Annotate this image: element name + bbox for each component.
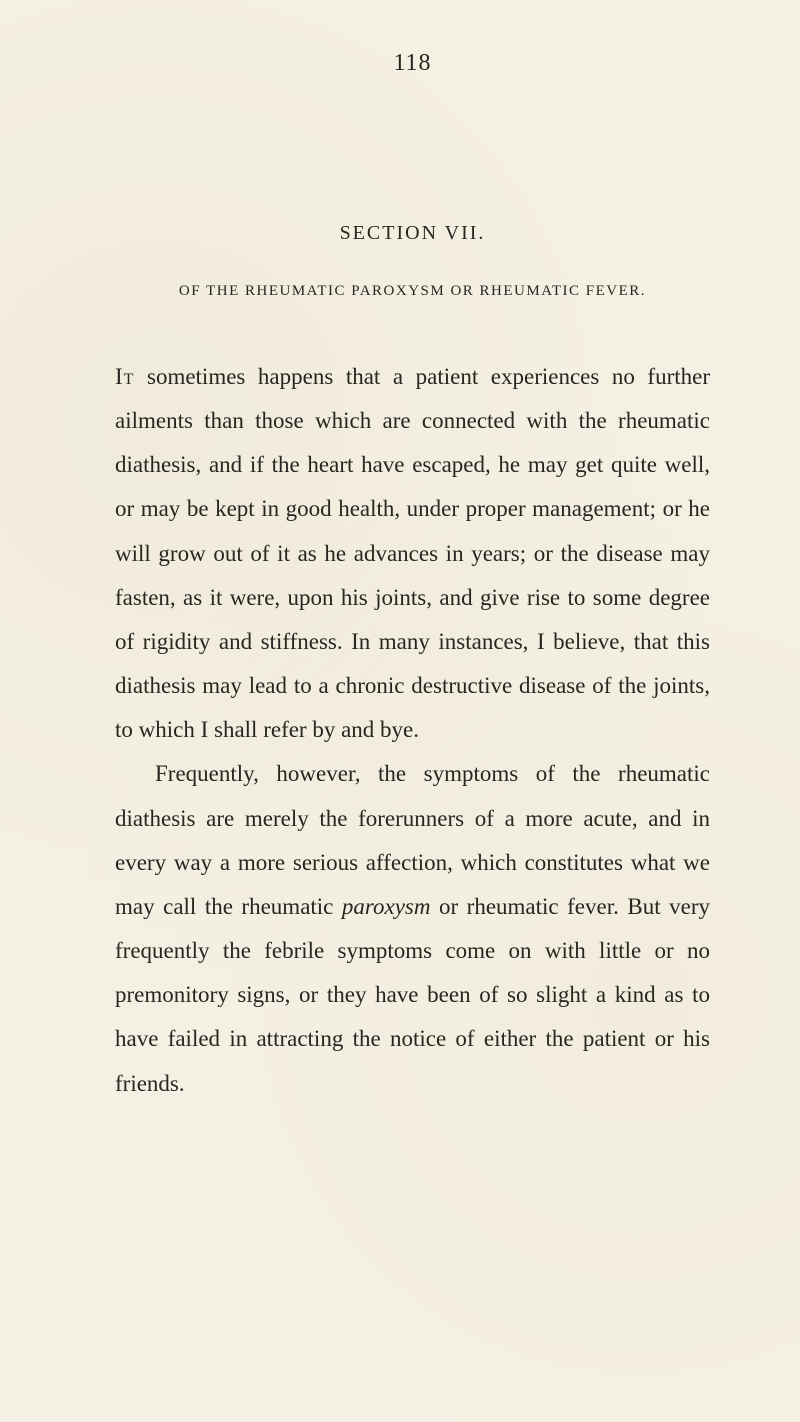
paragraph-1-text: sometimes happens that a patient experie… (115, 364, 710, 742)
paragraph-2: Frequently, however, the symptoms of the… (115, 752, 710, 1105)
lead-word: It (115, 364, 134, 389)
document-page: 118 SECTION VII. OF THE RHEUMATIC PAROXY… (0, 0, 800, 1422)
body-text: It sometimes happens that a patient expe… (115, 355, 710, 1106)
paragraph-1: It sometimes happens that a patient expe… (115, 355, 710, 752)
italic-term: paroxysm (342, 894, 431, 919)
section-label: SECTION VII. (115, 222, 710, 245)
page-number: 118 (115, 50, 710, 77)
chapter-title: OF THE RHEUMATIC PAROXYSM OR RHEUMATIC F… (115, 283, 710, 300)
paragraph-2-after: or rheumatic fever. But very frequently … (115, 894, 710, 1096)
